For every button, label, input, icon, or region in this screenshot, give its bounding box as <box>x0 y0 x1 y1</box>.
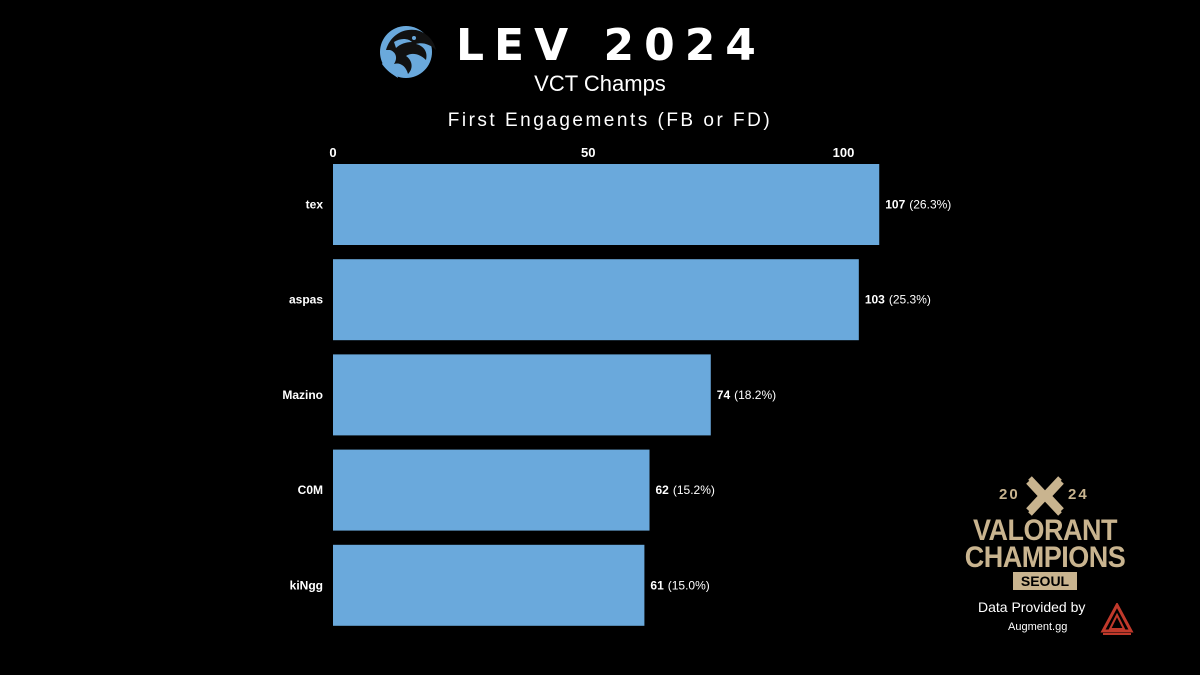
x-tick-label: 50 <box>581 145 595 160</box>
credit-text: Data Provided by <box>978 599 1086 615</box>
bar <box>333 449 650 531</box>
bar <box>333 354 711 436</box>
credit-site: Augment.gg <box>1008 621 1068 633</box>
header: LEV 2024 VCT Champs First Engagements (F… <box>0 0 1200 140</box>
value-label: 62 <box>656 483 670 497</box>
category-label: tex <box>306 198 324 212</box>
bar <box>333 164 880 245</box>
percent-label: (18.2%) <box>734 388 776 402</box>
event-city-badge: SEOUL <box>1013 572 1077 590</box>
value-label: 74 <box>717 388 731 402</box>
event-year-right: 24 <box>1068 486 1089 503</box>
percent-label: (26.3%) <box>909 198 951 212</box>
value-label: 61 <box>650 578 664 592</box>
bar <box>333 259 859 341</box>
value-label: 103 <box>865 293 885 307</box>
value-label: 107 <box>885 198 905 212</box>
percent-label: (15.2%) <box>673 483 715 497</box>
category-label: Mazino <box>282 388 323 402</box>
augment-logo-icon <box>1100 603 1134 635</box>
x-tick-label: 0 <box>329 145 336 160</box>
x-tick-label: 100 <box>833 145 855 160</box>
valorant-champions-logo-icon <box>1026 476 1064 516</box>
category-label: kiNgg <box>290 578 323 592</box>
percent-label: (25.3%) <box>889 293 931 307</box>
page-subtitle: VCT Champs <box>534 71 666 96</box>
leviatan-dragon-logo-icon <box>380 26 436 78</box>
chart-title: First Engagements (FB or FD) <box>447 110 773 131</box>
event-name-line1: VALORANT <box>973 513 1118 547</box>
page-title: LEV 2024 <box>456 20 766 71</box>
percent-label: (15.0%) <box>668 578 710 592</box>
bar <box>333 544 645 626</box>
event-year-left: 20 <box>999 486 1020 503</box>
category-label: aspas <box>289 293 323 307</box>
category-label: C0M <box>298 483 323 497</box>
event-name-line2: CHAMPIONS <box>964 540 1126 574</box>
